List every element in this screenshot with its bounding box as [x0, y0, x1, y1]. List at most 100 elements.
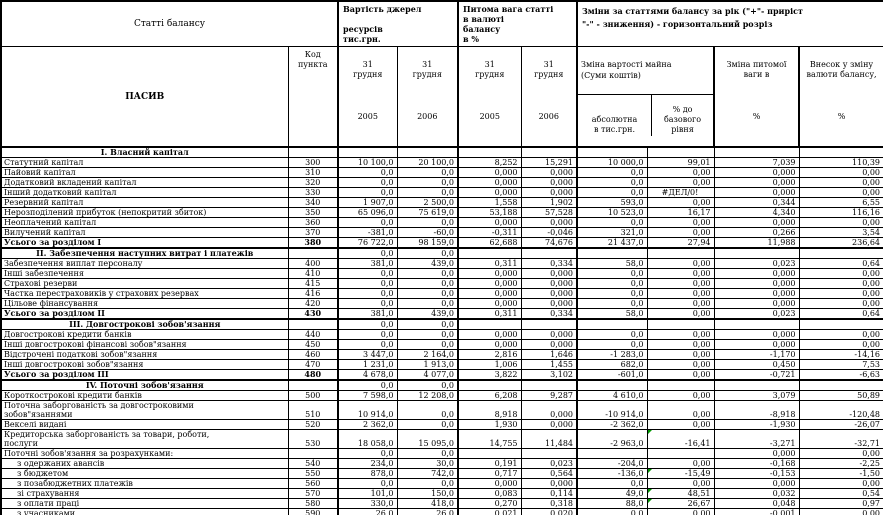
value-cell[interactable]: 0,000 [457, 177, 522, 188]
value-cell[interactable]: 0,000 [713, 167, 800, 178]
value-cell[interactable] [457, 247, 522, 259]
row-code-cell[interactable]: 480 [287, 369, 339, 381]
row-code-cell[interactable]: 380 [287, 237, 339, 249]
value-cell[interactable]: 0,000 [520, 478, 578, 489]
row-label-cell[interactable]: Інший додатковий капітал [0, 187, 289, 198]
row-label-cell[interactable]: IV. Поточні зобов'язання [0, 379, 289, 391]
row-label-cell[interactable]: Інші довгострокові зобов"язання [0, 359, 289, 370]
value-cell[interactable]: 53,188 [457, 207, 522, 218]
value-cell[interactable]: 10 523,0 [576, 207, 648, 218]
value-cell[interactable]: 21 437,0 [576, 237, 648, 249]
value-cell[interactable]: 0,0 [337, 247, 398, 259]
value-cell[interactable]: 0,0 [396, 448, 459, 459]
value-cell[interactable] [576, 247, 648, 259]
value-cell[interactable]: 30,0 [396, 458, 459, 469]
row-code-cell[interactable]: 540 [287, 458, 339, 469]
row-code-cell[interactable]: 510 [287, 400, 339, 420]
row-label-cell[interactable]: Усього за розділом I [0, 237, 289, 249]
value-cell[interactable]: 0,00 [646, 268, 715, 279]
value-cell[interactable]: 0,00 [646, 197, 715, 208]
value-cell[interactable]: 0,00 [646, 308, 715, 320]
value-cell[interactable]: 0,00 [798, 288, 883, 299]
value-cell[interactable]: 0,000 [457, 167, 522, 178]
value-cell[interactable]: -1,170 [713, 349, 800, 360]
value-cell[interactable]: -0,311 [457, 227, 522, 238]
row-label-cell[interactable]: Усього за розділом III [0, 369, 289, 381]
row-label-cell[interactable]: Страхові резерви [0, 278, 289, 289]
value-cell[interactable]: 4 678,0 [337, 369, 398, 381]
value-cell[interactable]: 0,0 [576, 167, 648, 178]
value-cell[interactable] [798, 146, 883, 158]
value-cell[interactable]: 0,334 [520, 308, 578, 320]
value-cell[interactable]: 0,00 [646, 400, 715, 420]
value-cell[interactable]: 0,0 [337, 187, 398, 198]
row-code-cell[interactable]: 440 [287, 329, 339, 340]
value-cell[interactable] [520, 146, 578, 158]
value-cell[interactable]: 8,918 [457, 400, 522, 420]
value-cell[interactable]: 0,000 [457, 478, 522, 489]
value-cell[interactable]: 0,00 [646, 369, 715, 381]
value-cell[interactable]: 0,000 [713, 278, 800, 289]
value-cell[interactable]: 3,079 [713, 390, 800, 401]
value-cell[interactable]: 0,023 [520, 458, 578, 469]
value-cell[interactable] [520, 379, 578, 391]
value-cell[interactable] [646, 448, 715, 459]
value-cell[interactable]: -601,0 [576, 369, 648, 381]
value-cell[interactable]: 0,0 [576, 478, 648, 489]
value-cell[interactable]: 15 095,0 [396, 429, 459, 449]
value-cell[interactable]: 0,0 [337, 278, 398, 289]
value-cell[interactable]: 0,0 [396, 329, 459, 340]
value-cell[interactable] [646, 146, 715, 158]
value-cell[interactable]: -3,271 [713, 429, 800, 449]
value-cell[interactable]: 0,00 [798, 268, 883, 279]
value-cell[interactable]: 0,450 [713, 359, 800, 370]
value-cell[interactable]: 0,023 [713, 308, 800, 320]
value-cell[interactable]: 50,89 [798, 390, 883, 401]
value-cell[interactable]: 0,000 [520, 400, 578, 420]
value-cell[interactable]: 10 100,0 [337, 157, 398, 168]
value-cell[interactable] [646, 379, 715, 391]
value-cell[interactable]: 9,287 [520, 390, 578, 401]
value-cell[interactable]: 0,717 [457, 468, 522, 479]
value-cell[interactable]: -0,168 [713, 458, 800, 469]
value-cell[interactable]: 0,00 [646, 278, 715, 289]
value-cell[interactable]: 0,97 [798, 498, 883, 509]
value-cell[interactable]: 0,0 [337, 167, 398, 178]
value-cell[interactable]: 0,00 [798, 298, 883, 309]
value-cell[interactable]: 16,17 [646, 207, 715, 218]
row-code-cell[interactable]: 370 [287, 227, 339, 238]
value-cell[interactable]: 0,000 [713, 478, 800, 489]
row-code-cell[interactable] [287, 318, 339, 330]
value-cell[interactable]: 0,020 [520, 508, 578, 515]
value-cell[interactable]: 0,00 [646, 227, 715, 238]
value-cell[interactable]: 116,16 [798, 207, 883, 218]
row-label-cell[interactable]: Інші забезпечення [0, 268, 289, 279]
value-cell[interactable]: 0,0 [396, 268, 459, 279]
value-cell[interactable]: 0,000 [457, 278, 522, 289]
value-cell[interactable]: -2 963,0 [576, 429, 648, 449]
value-cell[interactable]: 110,39 [798, 157, 883, 168]
value-cell[interactable]: 0,0 [396, 278, 459, 289]
value-cell[interactable]: 26,0 [337, 508, 398, 515]
value-cell[interactable]: 0,00 [646, 329, 715, 340]
value-cell[interactable]: -0,046 [520, 227, 578, 238]
value-cell[interactable] [798, 318, 883, 330]
row-label-cell[interactable]: Інші довгострокові фінансові зобов"язанн… [0, 339, 289, 350]
value-cell[interactable]: 0,000 [713, 187, 800, 198]
value-cell[interactable]: 2 500,0 [396, 197, 459, 208]
row-label-cell[interactable]: Кредиторська заборгованість за товари, р… [0, 429, 289, 449]
value-cell[interactable]: 15,291 [520, 157, 578, 168]
value-cell[interactable]: 0,0 [576, 288, 648, 299]
row-label-cell[interactable]: Вилучений капітал [0, 227, 289, 238]
value-cell[interactable]: 0,000 [457, 217, 522, 228]
value-cell[interactable]: 0,048 [713, 498, 800, 509]
row-code-cell[interactable]: 500 [287, 390, 339, 401]
value-cell[interactable] [646, 318, 715, 330]
value-cell[interactable]: 0,000 [520, 268, 578, 279]
value-cell[interactable]: 0,0 [396, 187, 459, 198]
value-cell[interactable]: 0,00 [798, 167, 883, 178]
value-cell[interactable]: 4,340 [713, 207, 800, 218]
value-cell[interactable]: -10 914,0 [576, 400, 648, 420]
value-cell[interactable]: 0,0 [396, 339, 459, 350]
value-cell[interactable]: 0,0 [337, 217, 398, 228]
